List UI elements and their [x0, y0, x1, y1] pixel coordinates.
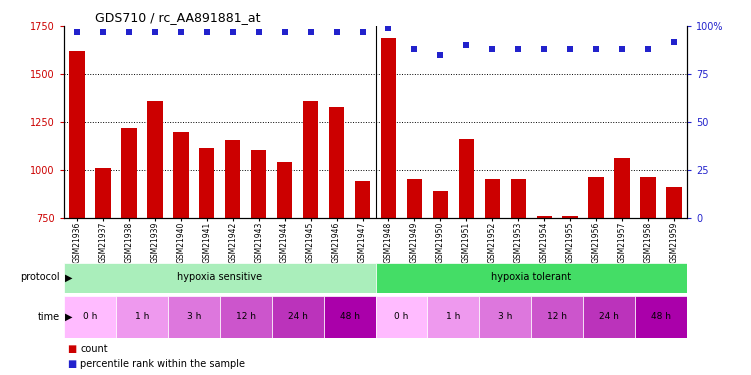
- Point: [564, 46, 576, 52]
- Point: [460, 42, 472, 48]
- Bar: [459, 139, 474, 361]
- Bar: [536, 216, 552, 361]
- Text: 3 h: 3 h: [186, 312, 201, 321]
- Point: [382, 25, 394, 31]
- Bar: [484, 179, 500, 361]
- Text: 48 h: 48 h: [651, 312, 671, 321]
- Text: hypoxia sensitive: hypoxia sensitive: [177, 273, 262, 282]
- Point: [305, 29, 317, 35]
- Text: 48 h: 48 h: [339, 312, 360, 321]
- Bar: [589, 177, 604, 361]
- Text: 24 h: 24 h: [599, 312, 619, 321]
- Point: [487, 46, 499, 52]
- Point: [97, 29, 109, 35]
- Bar: [173, 132, 189, 361]
- Point: [617, 46, 629, 52]
- Bar: [324, 296, 376, 338]
- Bar: [147, 101, 162, 361]
- Text: 3 h: 3 h: [498, 312, 512, 321]
- Bar: [584, 296, 635, 338]
- Text: 0 h: 0 h: [394, 312, 409, 321]
- Point: [122, 29, 134, 35]
- Point: [279, 29, 291, 35]
- Point: [201, 29, 213, 35]
- Text: ■: ■: [68, 359, 77, 369]
- Bar: [354, 181, 370, 361]
- Bar: [427, 296, 479, 338]
- Bar: [277, 162, 292, 361]
- Text: percentile rank within the sample: percentile rank within the sample: [80, 359, 246, 369]
- Point: [590, 46, 602, 52]
- Text: GDS710 / rc_AA891881_at: GDS710 / rc_AA891881_at: [95, 11, 261, 24]
- Bar: [641, 177, 656, 361]
- Bar: [69, 51, 85, 361]
- Point: [512, 46, 524, 52]
- Text: ▶: ▶: [65, 273, 73, 282]
- Bar: [407, 179, 422, 361]
- Text: 1 h: 1 h: [446, 312, 460, 321]
- Bar: [376, 296, 427, 338]
- Point: [668, 39, 680, 45]
- Text: 0 h: 0 h: [83, 312, 97, 321]
- Point: [227, 29, 239, 35]
- Bar: [562, 216, 578, 361]
- Point: [642, 46, 654, 52]
- Bar: [381, 38, 397, 361]
- Bar: [376, 262, 687, 292]
- Point: [175, 29, 187, 35]
- Bar: [433, 191, 448, 361]
- Text: ■: ■: [68, 344, 77, 354]
- Bar: [220, 296, 272, 338]
- Point: [357, 29, 369, 35]
- Bar: [251, 150, 267, 361]
- Bar: [95, 168, 110, 361]
- Text: 24 h: 24 h: [288, 312, 307, 321]
- Bar: [225, 140, 240, 361]
- Bar: [635, 296, 687, 338]
- Point: [149, 29, 161, 35]
- Text: time: time: [38, 312, 60, 322]
- Bar: [121, 128, 137, 361]
- Bar: [479, 296, 532, 338]
- Bar: [167, 296, 220, 338]
- Point: [252, 29, 264, 35]
- Bar: [64, 296, 116, 338]
- Bar: [614, 158, 630, 361]
- Point: [538, 46, 550, 52]
- Point: [434, 52, 446, 58]
- Text: 1 h: 1 h: [134, 312, 149, 321]
- Bar: [511, 179, 526, 361]
- Text: ▶: ▶: [65, 312, 73, 322]
- Text: 12 h: 12 h: [547, 312, 567, 321]
- Bar: [532, 296, 584, 338]
- Text: 12 h: 12 h: [236, 312, 255, 321]
- Bar: [199, 148, 215, 361]
- Text: hypoxia tolerant: hypoxia tolerant: [491, 273, 572, 282]
- Bar: [329, 106, 344, 361]
- Bar: [666, 187, 682, 361]
- Bar: [303, 101, 318, 361]
- Point: [330, 29, 342, 35]
- Bar: [272, 296, 324, 338]
- Text: count: count: [80, 344, 108, 354]
- Bar: [116, 296, 167, 338]
- Bar: [64, 262, 376, 292]
- Point: [71, 29, 83, 35]
- Text: protocol: protocol: [20, 273, 60, 282]
- Point: [409, 46, 421, 52]
